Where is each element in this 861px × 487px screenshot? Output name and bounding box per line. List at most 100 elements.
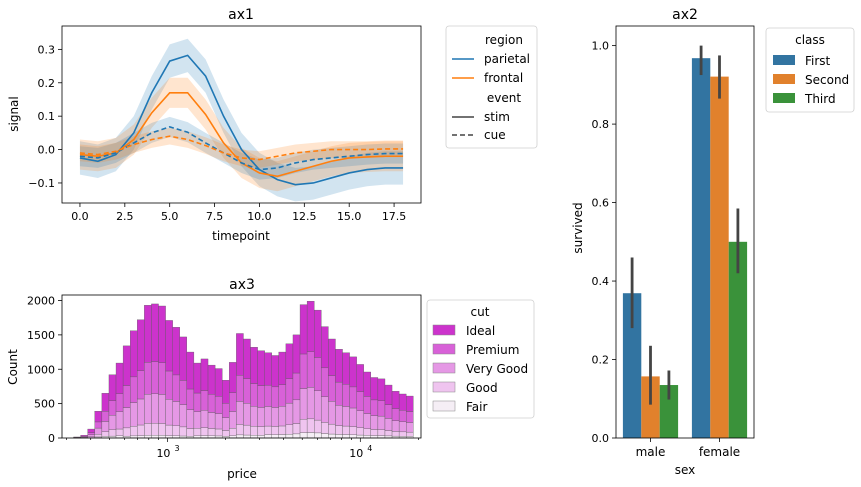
ax1-legend-label-stim: stim (484, 110, 510, 124)
ax1-xlabel: timepoint (212, 229, 270, 243)
ax3-bin-good (363, 428, 371, 436)
ax2-legend: class First Second Third (765, 27, 855, 113)
ax3-bin-ideal (342, 352, 350, 385)
ax3-bin-very-good (122, 407, 131, 429)
ax3-bin-ideal (144, 305, 152, 363)
ax2-ytick-label: 1.0 (592, 40, 610, 53)
ax3-bin-fair (271, 434, 279, 439)
ax3-legend-swatch-premium (432, 343, 456, 355)
ax3-bin-ideal (80, 435, 88, 437)
ax3-bin-very-good (342, 406, 350, 427)
ax3-bin-premium (306, 351, 315, 388)
ax3-bin-good (314, 419, 322, 434)
ax2-panel: ax2 male female 0.0 0.2 0.4 0.6 0.8 1.0 sex su… (571, 7, 855, 477)
ax2-ytick-label: 0.6 (592, 197, 610, 210)
ax3-bin-very-good (137, 398, 145, 426)
ax3-bin-ideal (285, 343, 294, 379)
ax1-xtick-label: 2.5 (116, 210, 134, 223)
ax3-bin-fair (285, 434, 294, 439)
ax3-bin-very-good (158, 394, 166, 424)
ax3-bin-very-good (165, 399, 173, 426)
ax3-bin-very-good (179, 404, 187, 428)
ax2-legend-swatch-third (773, 93, 795, 103)
ax3-bin-good (299, 419, 308, 433)
ax1-frame (61, 25, 422, 204)
ax3-bin-ideal (236, 333, 244, 376)
ax3-bin-premium (406, 411, 414, 423)
ax3-bin-good (101, 431, 110, 437)
ax3-bin-good (186, 428, 195, 437)
ax3-bin-good (292, 423, 301, 435)
ax3-bin-ideal (158, 305, 166, 363)
ax3-bin-good (250, 426, 258, 436)
ax3-bin-very-good (144, 394, 152, 424)
ax3-bin-good (229, 427, 237, 436)
ax1-panel: ax1 0.0 2.5 5.0 7.5 10.0 12.5 15.0 17.5 −0.1 0.0… (7, 7, 538, 243)
ax3-bin-premium (144, 362, 152, 395)
ax3-legend-label-fair: Fair (466, 400, 487, 414)
ax3-bin-very-good (101, 421, 110, 432)
ax3-legend-swatch-fair (432, 400, 456, 412)
ax3-bin-premium (257, 385, 265, 408)
ax3-bin-ideal (398, 393, 407, 411)
ax3-bin-very-good (306, 387, 315, 420)
ax2-plot-area (622, 45, 748, 439)
ax1-xtick-label: 5.0 (161, 210, 179, 223)
ax3-bin-very-good (193, 411, 202, 429)
ax3-bin-good (158, 423, 166, 436)
ax1-y-ticks: −0.1 0.0 0.1 0.2 0.3 (28, 43, 62, 190)
ax3-bin-very-good (257, 407, 265, 427)
ax3-bin-very-good (271, 407, 279, 427)
ax3-bin-good (278, 425, 287, 435)
ax1-xtick-label: 12.5 (292, 210, 317, 223)
ax2-legend-swatch-first (773, 55, 795, 65)
ax1-ytick-label: 0.0 (38, 144, 56, 157)
ax3-bin-ideal (115, 362, 124, 394)
ax3-bin-fair (243, 434, 251, 439)
ax3-bin-very-good (406, 422, 414, 433)
ax1-x-ticks: 0.0 2.5 5.0 7.5 10.0 12.5 15.0 17.5 (71, 203, 406, 223)
ax1-line-parietal-cue (79, 126, 404, 171)
ax3-bin-very-good (229, 411, 237, 429)
ax2-x-ticks: male female (636, 438, 740, 459)
ax1-legend-title-event: event (487, 91, 521, 105)
ax3-bin-ideal (356, 364, 364, 392)
ax3-bin-ideal (186, 351, 195, 390)
ax3-bin-very-good (186, 409, 195, 429)
ax3-bin-good (257, 426, 265, 436)
ax3-legend-label-ideal: Ideal (466, 324, 495, 338)
ax2-ytick-label: 0.8 (592, 118, 610, 131)
ax3-bin-premium (292, 372, 301, 401)
ax3-frame (61, 294, 422, 439)
ax3-bin-good (264, 425, 272, 435)
ax3-bin-ideal (370, 377, 379, 401)
ax1-title: ax1 (228, 7, 254, 23)
ax3-bin-premium (356, 391, 364, 411)
ax3-ylabel: Count (6, 349, 20, 385)
ax3-bin-very-good (172, 401, 180, 426)
ax2-xtick-label: female (699, 445, 740, 459)
ax3-bin-premium (94, 421, 103, 429)
ax3-bin-very-good (207, 412, 216, 429)
ax3-bin-premium (377, 400, 386, 417)
ax3-bin-premium (122, 385, 131, 408)
ax2-legend-swatch-second (773, 74, 795, 84)
ax3-bin-premium (243, 378, 251, 404)
ax3-bin-good (370, 429, 379, 436)
ax3-bin-good (321, 422, 329, 434)
ax3-bin-ideal (200, 358, 209, 391)
ax3-bin-very-good (87, 434, 95, 437)
ax3-bin-very-good (356, 410, 364, 428)
ax3-bin-premium (229, 392, 237, 412)
ax3-bin-ideal (207, 364, 216, 395)
ax3-bin-fair (236, 434, 244, 439)
ax3-bin-ideal (406, 395, 414, 412)
ax2-bar-female-second (710, 76, 729, 439)
ax3-bin-very-good (151, 393, 159, 424)
ax3-bin-premium (130, 376, 138, 403)
ax1-xtick-label: 0.0 (71, 210, 89, 223)
ax3-bin-very-good (200, 410, 209, 428)
ax3-bin-ideal (94, 411, 103, 423)
ax3-bin-good (200, 427, 209, 436)
ax3-bin-good (243, 424, 251, 436)
